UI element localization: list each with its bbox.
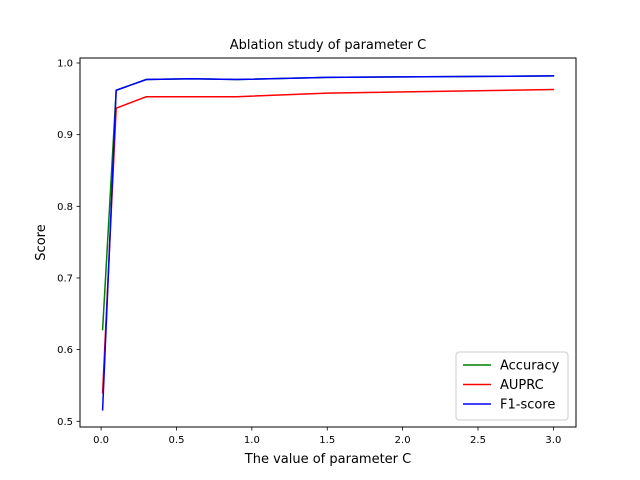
x-tick-label: 1.5 [319, 435, 335, 446]
plot-area [101, 75, 555, 411]
y-tick-label: 0.9 [57, 130, 73, 141]
axis-ticks: 0.0 0.5 1.0 1.5 2.0 2.5 3.0 0.5 0.6 0.7 0.8 0.9 1.0 [57, 59, 561, 446]
x-tick-label: 0.0 [93, 435, 109, 446]
legend-label: AUPRC [500, 378, 544, 393]
y-tick-label: 1.0 [57, 59, 73, 70]
x-tick-label: 3.0 [545, 435, 561, 446]
series-line-f1-score [101, 75, 555, 411]
y-tick-label: 0.6 [57, 345, 73, 356]
legend-label: Accuracy [500, 359, 560, 374]
y-axis-label: Score [34, 224, 49, 260]
x-tick-label: 2.5 [470, 435, 486, 446]
axes-frame [79, 57, 577, 428]
legend: Accuracy AUPRC F1-score [455, 351, 569, 421]
legend-label: F1-score [500, 398, 555, 413]
y-tick-label: 0.7 [57, 273, 73, 284]
chart-title: Ablation study of parameter C [230, 38, 426, 53]
x-tick-label: 2.0 [395, 435, 411, 446]
y-tick-label: 0.5 [57, 417, 73, 428]
legend-frame [455, 351, 569, 421]
x-axis-label: The value of parameter C [244, 452, 411, 467]
x-tick-label: 1.0 [244, 435, 260, 446]
series-line-auprc [101, 88, 555, 394]
x-tick-label: 0.5 [169, 435, 185, 446]
y-tick-label: 0.8 [57, 202, 73, 213]
